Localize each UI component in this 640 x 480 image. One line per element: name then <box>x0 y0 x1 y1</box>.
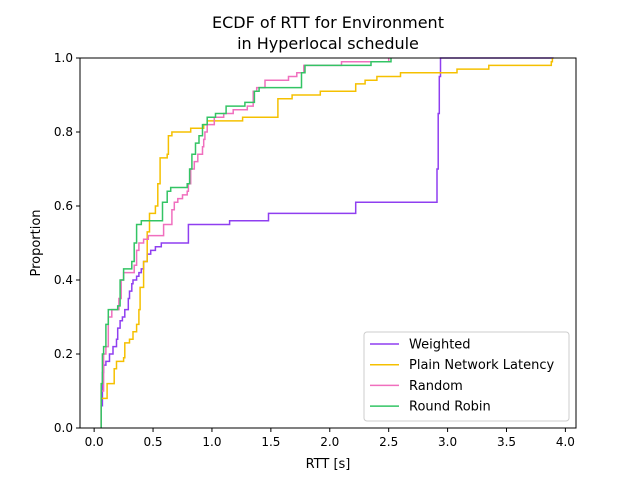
x-tick-label: 3.5 <box>497 435 516 449</box>
legend-box <box>363 331 570 422</box>
x-tick-label: 3.0 <box>438 435 457 449</box>
y-tick-label: 0.6 <box>54 199 73 213</box>
chart-title-line-1: ECDF of RTT for Environment <box>212 13 444 32</box>
y-tick-label: 0.4 <box>54 273 73 287</box>
x-axis-label: RTT [s] <box>306 457 351 472</box>
plot-lines <box>100 57 554 428</box>
legend-label: Weighted <box>409 338 471 353</box>
x-tick-label: 1.0 <box>202 435 221 449</box>
x-tick-label: 0.0 <box>85 435 104 449</box>
x-tick-label: 2.0 <box>320 435 339 449</box>
y-tick-label: 0.0 <box>54 421 73 435</box>
series-line-plain-network-latency <box>100 58 554 428</box>
y-axis: 0.0 0.2 0.4 0.6 0.8 1.0 <box>54 51 80 435</box>
y-tick-label: 0.8 <box>54 125 73 139</box>
y-tick-label: 1.0 <box>54 51 73 65</box>
x-tick-label: 0.5 <box>143 435 162 449</box>
plot-frame <box>79 57 577 429</box>
x-tick-label: 1.5 <box>261 435 280 449</box>
series-line-round-robin <box>100 58 392 428</box>
y-axis-label: Proportion <box>29 209 44 276</box>
series-line-weighted <box>100 57 554 428</box>
legend-label: Random <box>409 379 463 394</box>
x-axis: 0.0 0.5 1.0 1.5 2.0 2.5 3.0 3.5 4.0 <box>85 428 575 449</box>
y-tick-label: 0.2 <box>54 347 73 361</box>
x-tick-label: 4.0 <box>556 435 575 449</box>
legend-label: Round Robin <box>409 400 491 415</box>
legend: Weighted Plain Network Latency Random Round… <box>363 331 570 422</box>
legend-label: Plain Network Latency <box>409 358 555 373</box>
chart-title-line-2: in Hyperlocal schedule <box>237 34 419 53</box>
x-tick-label: 2.5 <box>379 435 398 449</box>
